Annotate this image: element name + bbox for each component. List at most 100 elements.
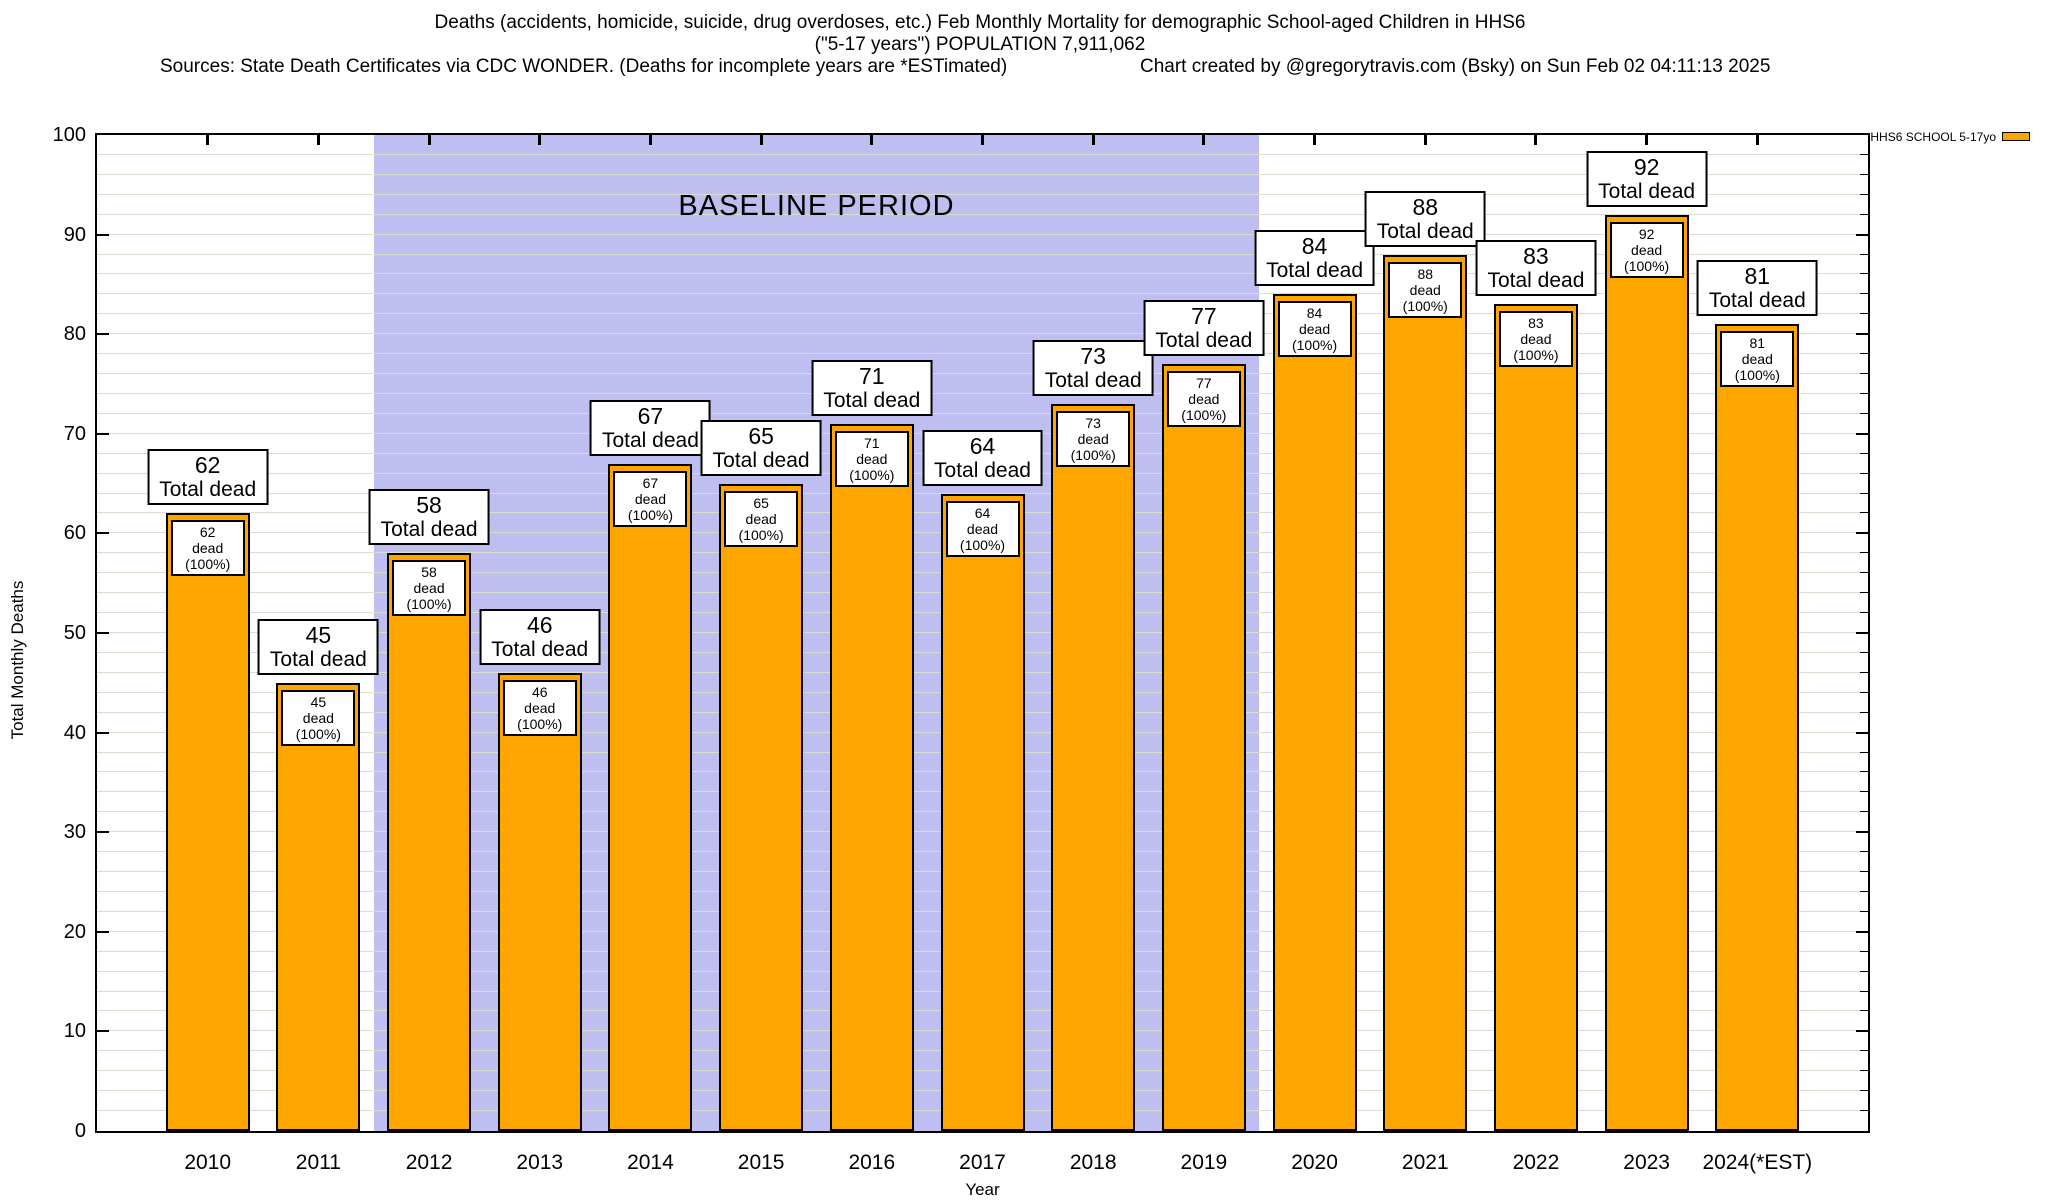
bar-outer-label: 62 Total dead bbox=[147, 449, 269, 506]
bar-2022: 83 dead (100%) bbox=[1493, 304, 1578, 1131]
bar-inner-label: 83 dead (100%) bbox=[1498, 311, 1573, 368]
x-tick-label: 2014 bbox=[627, 1151, 674, 1174]
bar-2013: 46 dead (100%) bbox=[497, 672, 582, 1131]
gridline bbox=[97, 253, 1868, 255]
y-minor-tick bbox=[1860, 651, 1868, 653]
y-major-tick bbox=[97, 233, 109, 236]
x-tick-label: 2023 bbox=[1623, 1151, 1670, 1174]
y-minor-tick bbox=[1860, 512, 1868, 514]
bar-2024(*EST): 81 dead (100%) bbox=[1715, 324, 1800, 1131]
y-minor-tick bbox=[1860, 771, 1868, 773]
bar-inner-label: 45 dead (100%) bbox=[281, 689, 356, 746]
y-minor-tick bbox=[1860, 851, 1868, 853]
y-major-tick bbox=[97, 333, 109, 336]
gridline bbox=[97, 173, 1868, 175]
y-minor-tick bbox=[1860, 791, 1868, 793]
x-tick-label: 2010 bbox=[184, 1151, 232, 1174]
bar-inner-label: 81 dead (100%) bbox=[1720, 331, 1795, 388]
x-tick bbox=[1313, 135, 1317, 145]
y-minor-tick bbox=[1860, 871, 1868, 873]
bar-outer-label: 65 Total dead bbox=[700, 419, 822, 476]
bar-outer-label: 77 Total dead bbox=[1143, 300, 1265, 357]
bar-2011: 45 dead (100%) bbox=[276, 682, 361, 1131]
x-tick bbox=[1645, 135, 1649, 145]
bar-2017: 64 dead (100%) bbox=[940, 493, 1025, 1131]
x-tick bbox=[648, 135, 652, 145]
y-tick-label: 90 bbox=[63, 223, 86, 246]
y-minor-tick bbox=[1860, 472, 1868, 474]
y-tick-label: 0 bbox=[74, 1120, 86, 1142]
y-tick-label: 50 bbox=[63, 622, 86, 644]
x-tick-label: 2013 bbox=[516, 1151, 564, 1174]
y-minor-tick bbox=[1860, 592, 1868, 594]
y-minor-tick bbox=[1860, 293, 1868, 295]
y-minor-tick bbox=[1860, 970, 1868, 972]
x-tick-label: 2012 bbox=[405, 1151, 453, 1174]
y-major-tick bbox=[1856, 532, 1868, 535]
y-minor-tick bbox=[1860, 1090, 1868, 1092]
x-tick-label: 2016 bbox=[848, 1151, 896, 1174]
y-minor-tick bbox=[1860, 153, 1868, 155]
bar-2023: 92 dead (100%) bbox=[1604, 214, 1689, 1131]
bar-inner-label: 67 dead (100%) bbox=[613, 470, 688, 527]
x-tick bbox=[206, 135, 210, 145]
bar-inner-label: 46 dead (100%) bbox=[502, 679, 577, 736]
y-major-tick bbox=[97, 731, 109, 734]
y-minor-tick bbox=[1860, 1110, 1868, 1112]
credit-note: Chart created by @gregorytravis.com (Bsk… bbox=[1140, 56, 1771, 77]
x-tick-label: 2021 bbox=[1401, 1151, 1449, 1174]
bar-2020: 84 dead (100%) bbox=[1272, 294, 1357, 1131]
y-major-tick bbox=[1856, 930, 1868, 933]
bar-2021: 88 dead (100%) bbox=[1383, 254, 1468, 1131]
y-minor-tick bbox=[1860, 253, 1868, 255]
y-minor-tick bbox=[1860, 373, 1868, 375]
y-minor-tick bbox=[1860, 273, 1868, 275]
legend-color-swatch-icon bbox=[2002, 132, 2030, 141]
y-minor-tick bbox=[1860, 193, 1868, 195]
gridline bbox=[97, 373, 1868, 375]
y-tick-label: 20 bbox=[63, 920, 86, 943]
bar-outer-label: 58 Total dead bbox=[368, 489, 490, 546]
y-major-tick bbox=[97, 1030, 109, 1033]
y-minor-tick bbox=[1860, 392, 1868, 394]
x-tick bbox=[1091, 135, 1095, 145]
y-minor-tick bbox=[1860, 950, 1868, 952]
baseline-period-label: BASELINE PERIOD bbox=[678, 190, 955, 222]
bar-inner-label: 64 dead (100%) bbox=[945, 500, 1020, 557]
x-tick bbox=[981, 135, 984, 145]
x-tick bbox=[759, 135, 763, 145]
bar-2010: 62 dead (100%) bbox=[165, 513, 250, 1131]
x-tick bbox=[538, 135, 542, 145]
y-tick-label: 80 bbox=[63, 323, 86, 346]
y-major-tick bbox=[1856, 333, 1868, 336]
y-tick-label: 70 bbox=[63, 422, 86, 445]
y-minor-tick bbox=[1860, 1050, 1868, 1052]
x-tick-label: 2015 bbox=[737, 1151, 785, 1174]
bar-inner-label: 62 dead (100%) bbox=[170, 520, 245, 577]
bar-2012: 58 dead (100%) bbox=[387, 553, 472, 1131]
x-tick bbox=[1755, 135, 1759, 145]
y-tick-label: 10 bbox=[63, 1020, 86, 1043]
bar-2015: 65 dead (100%) bbox=[719, 483, 804, 1131]
y-major-tick bbox=[97, 432, 109, 435]
y-minor-tick bbox=[1860, 711, 1868, 713]
x-tick-label: 2017 bbox=[959, 1151, 1006, 1174]
bar-inner-label: 84 dead (100%) bbox=[1277, 301, 1352, 358]
x-tick bbox=[870, 135, 874, 145]
y-major-tick bbox=[97, 831, 109, 834]
y-minor-tick bbox=[1860, 811, 1868, 813]
x-tick-label: 2024(*EST) bbox=[1702, 1151, 1813, 1174]
x-tick bbox=[316, 135, 320, 145]
y-minor-tick bbox=[1860, 572, 1868, 574]
y-minor-tick bbox=[1860, 691, 1868, 693]
y-minor-tick bbox=[1860, 552, 1868, 554]
y-minor-tick bbox=[1860, 910, 1868, 912]
gridline bbox=[97, 213, 1868, 215]
y-minor-tick bbox=[1860, 1070, 1868, 1072]
y-minor-tick bbox=[1860, 452, 1868, 454]
legend-series-label: HHS6 SCHOOL 5-17yo bbox=[1870, 130, 1996, 144]
bar-outer-label: 81 Total dead bbox=[1696, 260, 1818, 317]
bar-outer-label: 67 Total dead bbox=[589, 399, 711, 456]
y-major-tick bbox=[97, 532, 109, 535]
